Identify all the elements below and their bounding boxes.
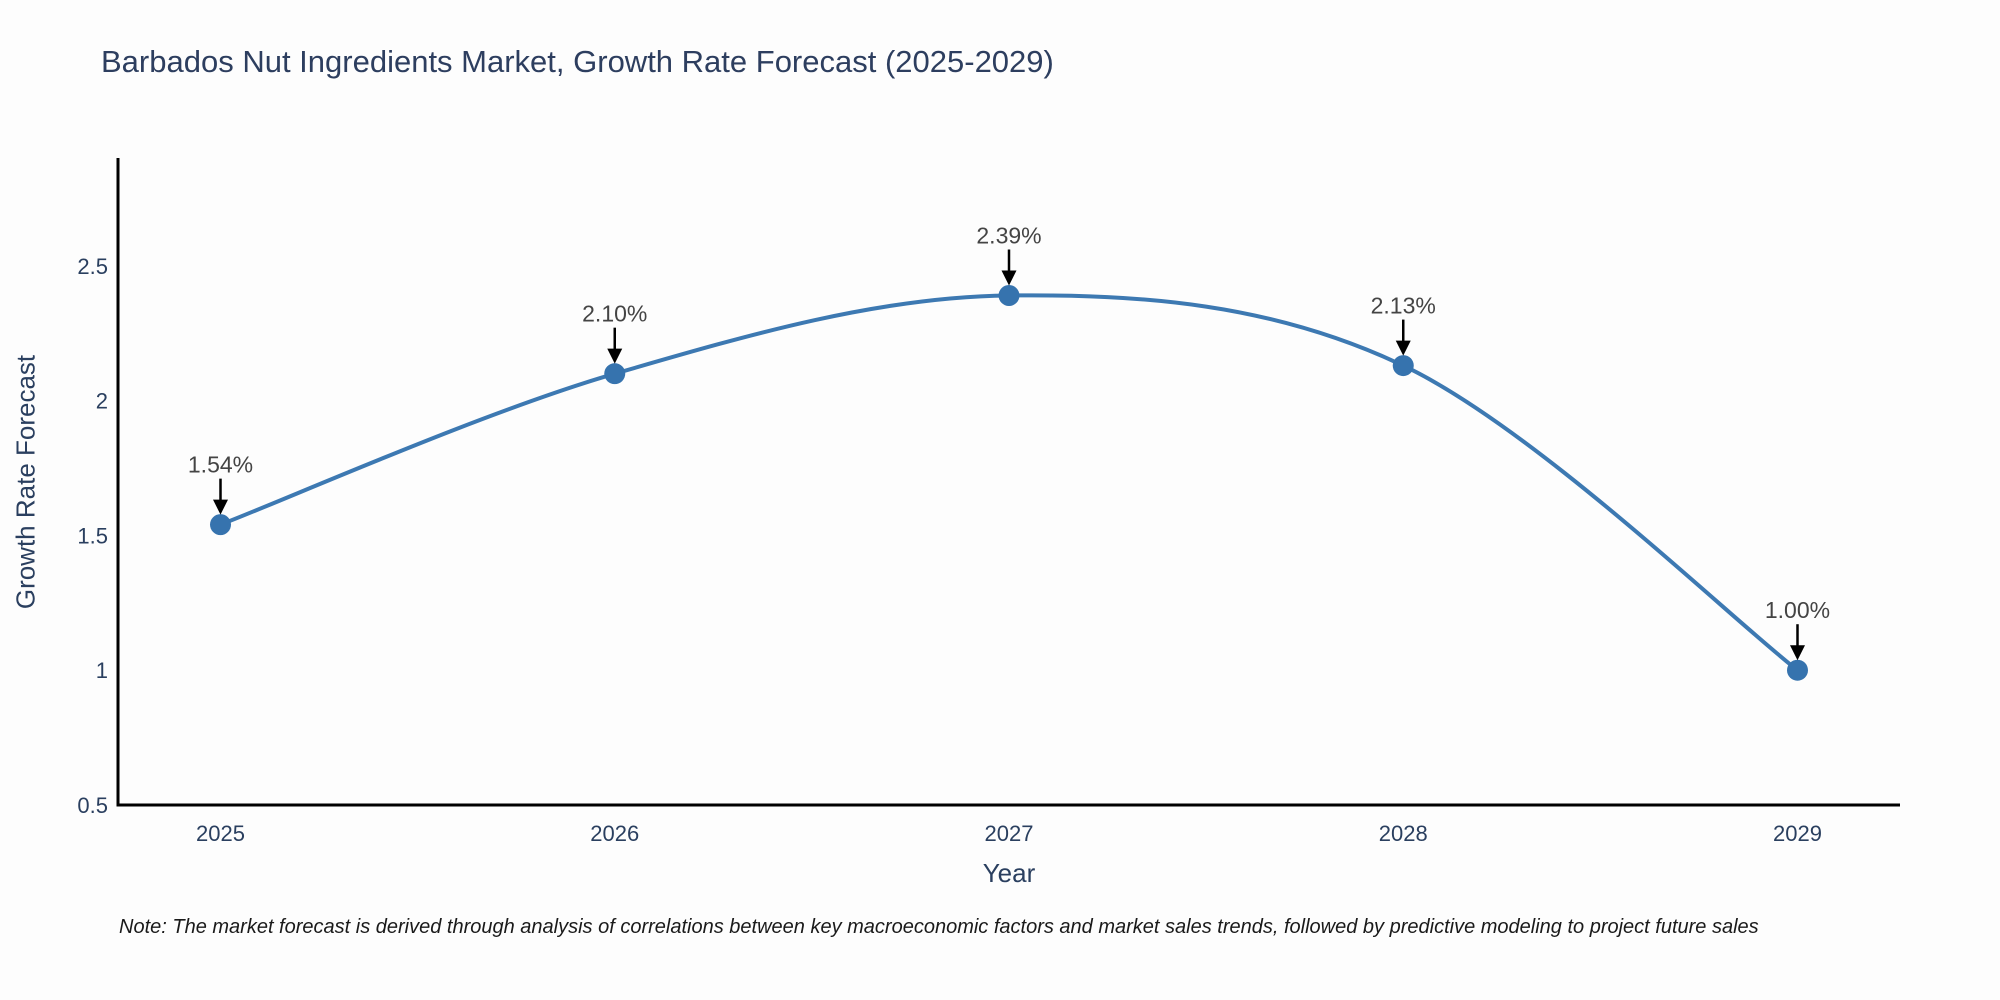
data-point-2027 xyxy=(998,284,1020,306)
x-axis-title: Year xyxy=(982,858,1036,888)
point-label: 2.13% xyxy=(1371,293,1436,319)
annotation-arrow-head xyxy=(607,348,623,364)
y-axis-title: Growth Rate Forecast xyxy=(10,354,41,609)
annotation-arrow-head xyxy=(1395,340,1411,356)
y-tick-label: 1 xyxy=(96,658,108,683)
x-tick-label: 2025 xyxy=(196,821,245,846)
x-tick-label: 2027 xyxy=(985,821,1034,846)
forecast-line xyxy=(218,293,1800,673)
point-label: 1.54% xyxy=(188,452,253,478)
annotation-arrow-head xyxy=(1001,270,1017,286)
y-tick-label: 0.5 xyxy=(77,793,108,818)
data-point-2029 xyxy=(1786,659,1808,681)
y-tick-label: 2.5 xyxy=(77,254,108,279)
point-label: 2.39% xyxy=(976,222,1041,248)
data-point-2028 xyxy=(1392,355,1414,377)
data-point-2025 xyxy=(210,514,232,536)
annotation-arrow-head xyxy=(1789,645,1805,661)
y-tick-label: 2 xyxy=(96,389,108,414)
x-tick-label: 2028 xyxy=(1379,821,1428,846)
data-point-2026 xyxy=(604,363,626,385)
y-tick-label: 1.5 xyxy=(77,523,108,548)
point-label: 2.10% xyxy=(582,301,647,327)
chart-title: Barbados Nut Ingredients Market, Growth … xyxy=(101,44,1054,79)
point-label: 1.00% xyxy=(1765,597,1830,623)
x-tick-label: 2026 xyxy=(590,821,639,846)
footnote: Note: The market forecast is derived thr… xyxy=(119,916,1759,938)
annotation-arrow-head xyxy=(213,499,229,515)
x-tick-label: 2029 xyxy=(1773,821,1822,846)
